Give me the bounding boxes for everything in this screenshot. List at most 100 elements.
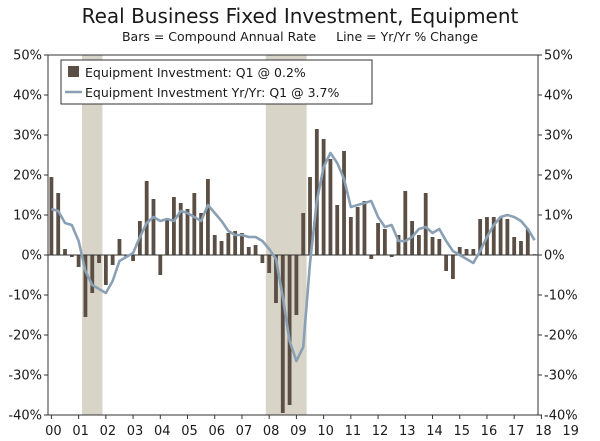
bar bbox=[63, 249, 67, 255]
bar bbox=[457, 247, 462, 255]
y-tick-label-left: -40% bbox=[8, 409, 42, 424]
chart-title: Real Business Fixed Investment, Equipmen… bbox=[81, 4, 519, 28]
bar bbox=[171, 197, 176, 255]
bar bbox=[478, 219, 483, 255]
bar bbox=[151, 199, 156, 255]
y-tick-label-left: 20% bbox=[13, 169, 42, 184]
x-tick-label: 14 bbox=[426, 424, 443, 439]
bar bbox=[355, 207, 360, 255]
bar bbox=[464, 249, 469, 255]
chart-subtitle: Bars = Compound Annual Rate Line = Yr/Yr… bbox=[121, 29, 479, 44]
x-tick-label: 07 bbox=[236, 424, 253, 439]
legend: Equipment Investment: Q1 @ 0.2% Equipmen… bbox=[60, 59, 373, 105]
bar bbox=[525, 229, 530, 255]
bar bbox=[144, 181, 149, 255]
bar bbox=[131, 255, 135, 261]
bar bbox=[491, 217, 496, 255]
y-tick-label-left: -20% bbox=[8, 329, 42, 344]
plot-frame bbox=[47, 54, 539, 416]
bar bbox=[389, 255, 394, 257]
bar bbox=[274, 255, 278, 303]
bar bbox=[185, 209, 190, 255]
bar bbox=[369, 255, 374, 259]
bar bbox=[117, 239, 122, 255]
legend-bar-swatch bbox=[68, 66, 79, 77]
x-tick-label: 04 bbox=[154, 424, 171, 439]
bar bbox=[451, 255, 455, 279]
bar bbox=[342, 151, 346, 255]
x-tick-label: 05 bbox=[181, 424, 198, 439]
bar bbox=[362, 201, 367, 255]
x-tick-label: 00 bbox=[45, 424, 62, 439]
yoy-line bbox=[51, 151, 536, 363]
bar bbox=[233, 231, 238, 255]
y-tick-label-right: -20% bbox=[544, 329, 578, 344]
bar bbox=[396, 235, 401, 255]
y-tick-label-right: 30% bbox=[544, 129, 573, 144]
bar bbox=[240, 233, 244, 255]
bar bbox=[246, 247, 251, 255]
bar bbox=[382, 229, 387, 255]
x-tick-label: 09 bbox=[290, 424, 307, 439]
x-tick-label: 01 bbox=[72, 424, 89, 439]
x-tick-label: 11 bbox=[345, 424, 362, 439]
bar bbox=[348, 217, 353, 255]
y-tick-label-right: 50% bbox=[544, 49, 573, 64]
bar bbox=[110, 255, 115, 265]
x-tick-label: 12 bbox=[372, 424, 389, 439]
bar bbox=[260, 255, 265, 263]
bar bbox=[437, 239, 442, 255]
x-tick-label: 02 bbox=[100, 424, 117, 439]
y-tick-label-left: 40% bbox=[13, 89, 42, 104]
y-tick-label-right: 20% bbox=[544, 169, 573, 184]
legend-line-label: Equipment Investment Yr/Yr: Q1 @ 3.7% bbox=[85, 85, 339, 100]
bar bbox=[301, 213, 306, 255]
bar bbox=[49, 177, 54, 255]
bar bbox=[226, 233, 231, 255]
x-tick-label: 18 bbox=[535, 424, 552, 439]
bar bbox=[321, 139, 326, 255]
y-tick-label-right: -40% bbox=[544, 409, 578, 424]
bar bbox=[165, 219, 170, 255]
bar bbox=[471, 249, 476, 255]
x-tick-label: 13 bbox=[399, 424, 416, 439]
bar bbox=[69, 255, 74, 257]
x-tick-label: 19 bbox=[562, 424, 579, 439]
bar bbox=[267, 255, 272, 273]
bar bbox=[83, 255, 88, 317]
bar bbox=[103, 255, 108, 285]
y-tick-label-left: 50% bbox=[13, 49, 42, 64]
bar bbox=[335, 205, 340, 255]
bar bbox=[403, 191, 408, 255]
y-tick-label-left: 0% bbox=[21, 249, 42, 264]
y-tick-label-right: -10% bbox=[544, 289, 578, 304]
bar bbox=[76, 255, 81, 267]
x-tick-label: 10 bbox=[317, 424, 334, 439]
bar bbox=[219, 241, 224, 255]
bar bbox=[308, 177, 312, 255]
recession-shade-0 bbox=[82, 55, 103, 415]
y-tick-label-right: -30% bbox=[544, 369, 578, 384]
bar bbox=[505, 219, 510, 255]
legend-box bbox=[60, 59, 373, 105]
bar bbox=[512, 237, 517, 255]
legend-bar-label: Equipment Investment: Q1 @ 0.2% bbox=[85, 65, 306, 80]
x-tick-label: 17 bbox=[508, 424, 525, 439]
y-tick-label-left: 10% bbox=[13, 209, 42, 224]
bar bbox=[444, 255, 449, 271]
bar bbox=[430, 237, 435, 255]
bar bbox=[199, 213, 204, 255]
bar bbox=[423, 193, 428, 255]
bar bbox=[519, 241, 523, 255]
bar bbox=[280, 255, 285, 413]
x-tick-label: 15 bbox=[453, 424, 470, 439]
y-tick-label-right: 40% bbox=[544, 89, 573, 104]
bar bbox=[287, 255, 292, 405]
bar bbox=[192, 193, 197, 255]
y-tick-label-right: 10% bbox=[544, 209, 573, 224]
bar bbox=[253, 245, 258, 255]
bar bbox=[416, 235, 421, 255]
bar bbox=[158, 255, 163, 275]
bar bbox=[328, 159, 333, 255]
